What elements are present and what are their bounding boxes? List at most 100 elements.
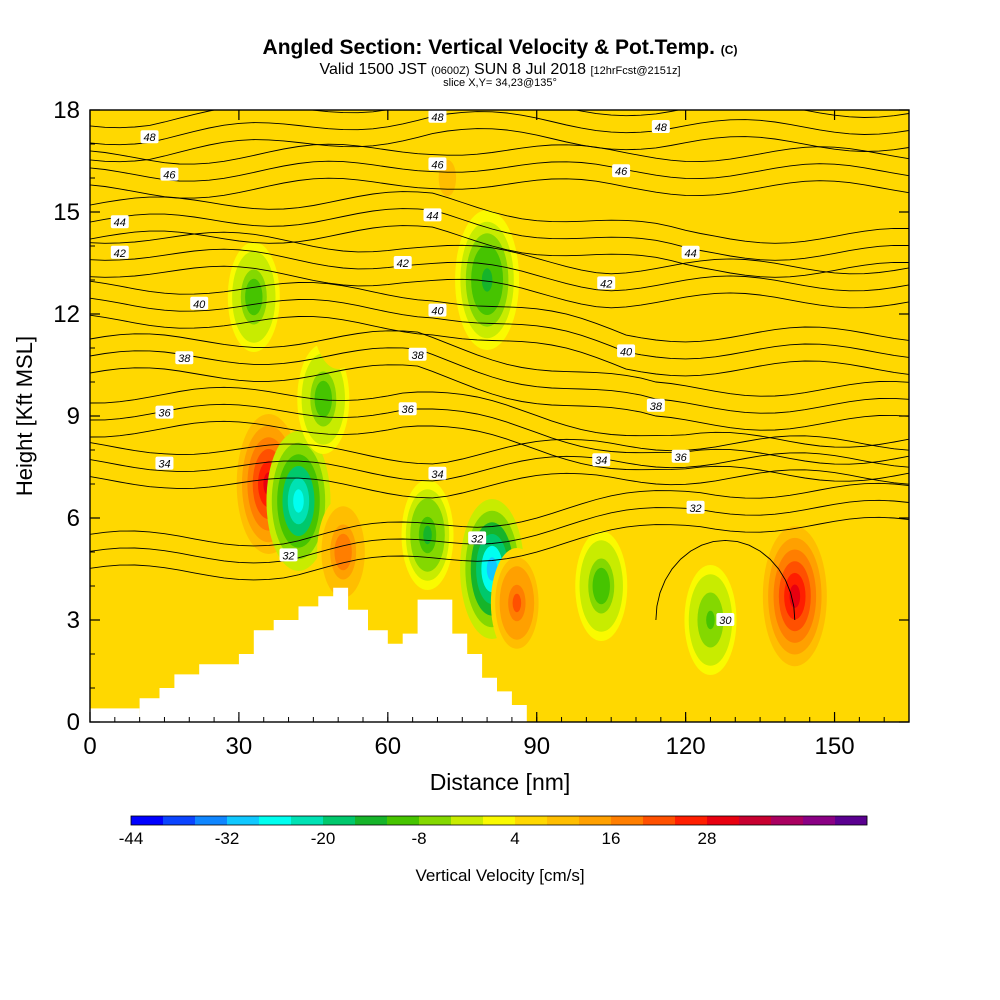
velocity-cell — [333, 304, 343, 324]
theta-contour — [90, 177, 909, 199]
contour-label: 44 — [681, 245, 700, 260]
velocity-cell — [423, 525, 432, 545]
theta-contour — [90, 265, 909, 309]
contour-label: 34 — [592, 453, 611, 467]
contour-label-text: 32 — [689, 503, 701, 515]
contour-label: 40 — [190, 296, 209, 311]
contour-label: 34 — [428, 466, 447, 481]
contour-label: 44 — [423, 208, 442, 222]
contour-label-text: 48 — [655, 122, 668, 134]
theta-contour — [90, 403, 909, 465]
theta-contour — [90, 191, 909, 244]
colorbar-swatch — [323, 816, 356, 825]
colorbar-swatch — [771, 816, 804, 825]
contour-label: 42 — [110, 245, 129, 260]
contour-label: 44 — [110, 215, 129, 229]
potential-temperature-contours — [90, 110, 909, 621]
colorbar-swatch — [547, 816, 580, 825]
colorbar-tick-label: -8 — [411, 829, 426, 848]
contour-label-text: 34 — [431, 469, 443, 481]
contour-label-text: 48 — [143, 132, 156, 144]
theta-contour — [90, 364, 909, 431]
theta-contour — [90, 469, 909, 499]
contour-label-text: 44 — [684, 248, 696, 260]
colorbar-swatch — [419, 816, 452, 825]
y-tick-label: 18 — [53, 97, 80, 124]
colorbar-tick-label: -20 — [311, 829, 336, 848]
theta-contour — [90, 386, 909, 448]
contour-label: 42 — [393, 256, 412, 270]
colorbar-swatch — [675, 816, 708, 825]
contour-label: 48 — [140, 130, 159, 144]
chart-title: Angled Section: Vertical Velocity & Pot.… — [262, 36, 738, 59]
contour-label-text: 44 — [114, 217, 126, 229]
x-tick-label: 30 — [226, 733, 253, 760]
vertical-velocity-field — [90, 110, 909, 722]
colorbar-swatch — [131, 816, 164, 825]
colorbar: -44 -32 -20 -8 4 16 28 — [119, 815, 868, 848]
y-tick-label: 0 — [67, 709, 80, 736]
velocity-cell — [443, 168, 452, 188]
x-tick-label: 90 — [523, 733, 550, 760]
colorbar-swatch — [611, 816, 644, 825]
theta-contour — [90, 314, 909, 377]
theta-contour — [90, 231, 909, 275]
contour-label-text: 42 — [114, 248, 126, 260]
colorbar-tick-label: 16 — [602, 829, 621, 848]
contour-label-text: 36 — [158, 408, 171, 420]
contour-label: 30 — [716, 613, 735, 627]
theta-contour — [90, 160, 909, 182]
contour-label-text: 32 — [471, 533, 483, 545]
theta-contour — [90, 347, 909, 414]
contour-label: 46 — [428, 157, 447, 171]
contour-label-text: 48 — [431, 112, 444, 124]
colorbar-tick-label: 4 — [510, 829, 519, 848]
colorbar-swatch — [163, 816, 196, 825]
contour-label-text: 34 — [158, 459, 170, 471]
velocity-cell — [567, 304, 576, 324]
contour-label: 38 — [175, 351, 194, 365]
contour-label: 46 — [160, 167, 179, 182]
velocity-cell — [224, 185, 234, 205]
contour-label: 42 — [597, 276, 616, 290]
x-tick-label: 150 — [815, 733, 855, 760]
colorbar-swatch — [355, 816, 388, 825]
contour-label: 40 — [617, 344, 636, 358]
colorbar-tick-label: 28 — [698, 829, 717, 848]
contour-label: 48 — [428, 110, 447, 124]
contour-label-text: 44 — [426, 210, 438, 222]
colorbar-swatch — [515, 816, 548, 825]
y-tick-label: 12 — [53, 301, 80, 328]
contour-label-text: 40 — [431, 306, 444, 318]
contour-label: 32 — [686, 500, 705, 515]
contour-label: 38 — [646, 398, 665, 413]
contour-label-text: 32 — [282, 550, 294, 562]
terrain-left — [90, 708, 140, 722]
theta-contour — [90, 516, 909, 581]
colorbar-swatch — [483, 816, 516, 825]
colorbar-swatch — [387, 816, 420, 825]
colorbar-swatch — [227, 816, 260, 825]
contour-label: 32 — [468, 531, 487, 545]
theta-contour — [90, 482, 909, 547]
velocity-cell — [481, 268, 493, 292]
theta-contour — [90, 248, 909, 292]
theta-contour — [90, 297, 909, 360]
velocity-cell — [175, 270, 184, 290]
colorbar-swatch — [291, 816, 324, 825]
colorbar-swatch — [707, 816, 740, 825]
velocity-cell — [318, 389, 328, 409]
contour-label-text: 46 — [163, 170, 176, 182]
x-tick-label: 0 — [83, 733, 96, 760]
velocity-cell — [338, 542, 348, 562]
colorbar-label: Vertical Velocity [cm/s] — [415, 866, 584, 885]
contour-label-text: 42 — [600, 278, 612, 290]
velocity-cell — [706, 610, 715, 630]
colorbar-swatch — [195, 816, 228, 825]
contour-label-text: 30 — [719, 615, 732, 627]
velocity-cell — [512, 593, 522, 613]
colorbar-tick-label: -44 — [119, 829, 144, 848]
contour-label: 36 — [398, 402, 417, 416]
y-tick-label: 3 — [67, 607, 80, 634]
